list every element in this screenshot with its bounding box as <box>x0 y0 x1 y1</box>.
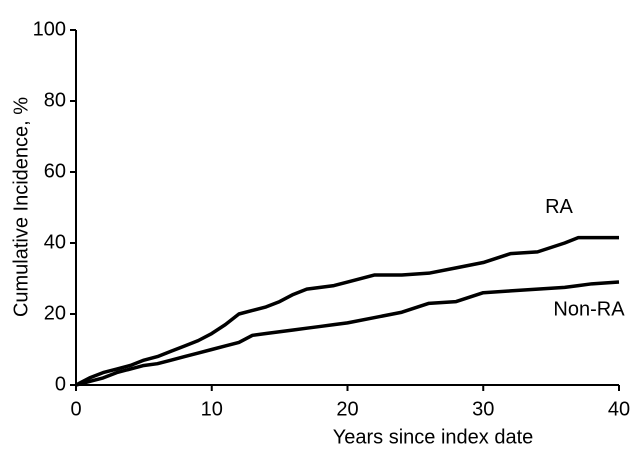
x-tick-label: 40 <box>608 398 630 420</box>
y-tick-label: 80 <box>44 89 66 111</box>
x-tick-label: 20 <box>336 398 358 420</box>
y-tick-label: 100 <box>33 18 66 40</box>
series-label: Non-RA <box>553 298 625 320</box>
series-line <box>75 235 619 387</box>
y-tick-label: 40 <box>44 231 66 253</box>
x-tick-label: 10 <box>201 398 223 420</box>
series-label: RA <box>545 196 573 218</box>
x-tick-label: 30 <box>472 398 494 420</box>
y-axis-label: Cumulative Incidence, % <box>10 97 32 317</box>
y-tick-label: 20 <box>44 302 66 324</box>
y-tick-label: 60 <box>44 160 66 182</box>
x-tick-label: 0 <box>70 398 81 420</box>
series-line <box>75 280 620 387</box>
x-axis-label: Years since index date <box>333 426 534 448</box>
y-tick-label: 0 <box>55 373 66 395</box>
